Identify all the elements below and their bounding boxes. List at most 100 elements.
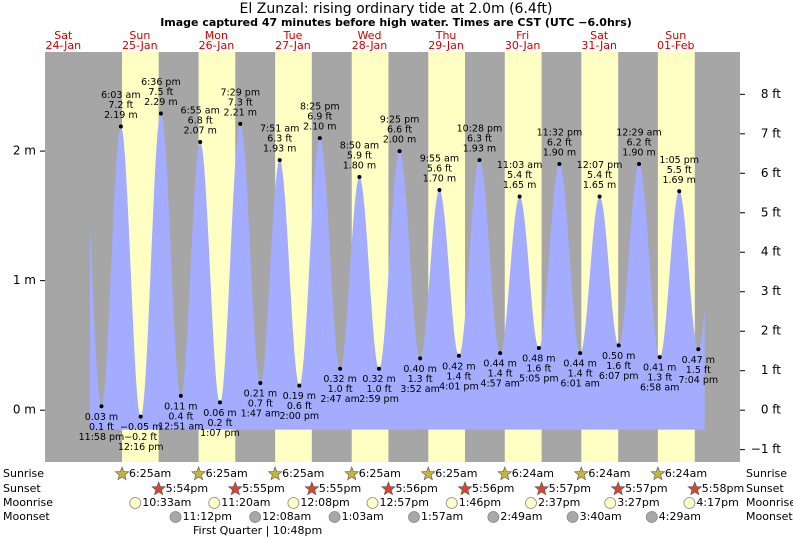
moonrise-time: 11:20am — [221, 496, 270, 509]
moonrise-time: 4:17pm — [696, 496, 738, 509]
tide-point — [616, 343, 621, 348]
tide-point — [536, 346, 541, 351]
moonrise-icon — [525, 497, 537, 509]
tide-label: 1.0 ft — [328, 384, 353, 395]
moonrise-icon — [366, 497, 379, 509]
moonrise-icon — [287, 497, 300, 509]
sunset-time: 5:57pm — [549, 482, 591, 495]
y2-tick-label: 7 ft — [761, 126, 781, 140]
y2-tick-label: 2 ft — [761, 324, 781, 338]
y2-tick-label: 5 ft — [761, 205, 781, 219]
tide-point — [317, 136, 322, 141]
tide-label: 0.42 m — [442, 361, 475, 372]
day-name: Sat — [590, 29, 609, 42]
moonset-icon — [645, 511, 658, 523]
sun-icon — [344, 466, 360, 481]
tide-point — [498, 351, 503, 356]
tide-label: 1.65 m — [583, 180, 616, 191]
tide-point — [377, 366, 382, 371]
tide-label: 1.93 m — [263, 144, 296, 155]
row-label: Moonrise — [3, 496, 53, 509]
tide-label: 1.6 ft — [606, 361, 631, 372]
row-label: Sunset — [3, 482, 41, 495]
tide-label: 0.4 ft — [168, 411, 193, 422]
tide-label: 1.90 m — [543, 148, 576, 159]
row-label: Moonrise — [746, 496, 793, 509]
y-tick-label: 2 m — [13, 144, 36, 158]
tide-point — [517, 194, 522, 199]
moonrise-icon — [683, 497, 696, 509]
tide-label: 7:51 am — [260, 124, 299, 135]
day-name: Fri — [516, 29, 529, 42]
tide-point — [597, 194, 602, 199]
tide-label: 10:28 pm — [457, 124, 503, 135]
moonrise-icon — [129, 497, 142, 509]
sunrise-time: 6:24am — [512, 467, 554, 480]
sunset-time: 5:57pm — [625, 482, 667, 495]
tide-label: 0.40 m — [403, 364, 436, 375]
tide-label: 12:07 pm — [577, 160, 623, 171]
day-date: 27-Jan — [275, 39, 311, 52]
tide-label: 1.3 ft — [408, 374, 433, 385]
tide-point — [238, 121, 243, 126]
moonrise-icon — [208, 497, 221, 509]
sun-icon — [420, 466, 436, 481]
tide-label: 6:07 pm — [599, 371, 639, 382]
tide-label: 2:47 am — [320, 394, 359, 405]
day-name: Wed — [358, 29, 382, 42]
day-date: 30-Jan — [505, 39, 541, 52]
tide-label: 4:57 am — [480, 379, 519, 390]
sun-icon — [534, 481, 550, 496]
day-date: 28-Jan — [352, 39, 388, 52]
tide-label: 1.4 ft — [446, 371, 471, 382]
tide-label: −0.2 ft — [124, 432, 157, 443]
tide-label: 0.44 m — [483, 359, 516, 370]
tide-label: 1.93 m — [463, 144, 496, 155]
moonset-time: 11:12pm — [183, 510, 232, 523]
tide-label: 2:00 pm — [280, 411, 320, 422]
moonrise-time: 12:57pm — [380, 496, 429, 509]
tide-label: 6:55 am — [180, 106, 219, 117]
moonset-time: 2:49am — [500, 510, 542, 523]
sun-icon — [650, 466, 666, 481]
sunrise-time: 6:25am — [359, 467, 401, 480]
day-name: Sun — [665, 29, 686, 42]
tide-label: 0.21 m — [244, 388, 277, 399]
tide-label: 5.4 ft — [507, 170, 532, 181]
y2-tick-label: 6 ft — [761, 166, 781, 180]
sun-icon — [573, 466, 589, 481]
tide-label: 12:16 pm — [118, 442, 164, 453]
tide-label: 1.0 ft — [367, 384, 392, 395]
tide-label: 6:01 am — [560, 379, 599, 390]
tide-point — [338, 366, 343, 371]
tide-point — [477, 158, 482, 163]
tide-label: 11:03 am — [497, 160, 542, 171]
sun-icon — [191, 466, 207, 481]
tide-label: 6.6 ft — [387, 125, 412, 136]
tide-label: 12:51 am — [158, 421, 203, 432]
moonset-icon — [328, 511, 341, 523]
sunrise-time: 6:24am — [588, 467, 630, 480]
moonrise-time: 3:27pm — [617, 496, 659, 509]
moonrise-icon — [604, 497, 617, 509]
tide-label: 0.7 ft — [248, 398, 273, 409]
y2-tick-label: −1 ft — [751, 442, 782, 456]
tide-label: 6.2 ft — [547, 138, 572, 149]
tide-label: 7.3 ft — [228, 97, 253, 108]
tide-point — [277, 158, 282, 163]
tide-label: 6:58 am — [640, 383, 679, 394]
tide-label: 1.5 ft — [686, 365, 711, 376]
tide-point — [217, 400, 222, 405]
tide-label: 0.2 ft — [207, 418, 232, 429]
tide-label: 4:01 pm — [439, 381, 479, 392]
tide-label: 0.44 m — [563, 359, 596, 370]
y2-tick-label: 3 ft — [761, 284, 781, 298]
sunset-time: 5:56pm — [395, 482, 437, 495]
tide-label: 7.5 ft — [148, 87, 173, 98]
day-name: Sun — [129, 29, 150, 42]
sun-icon — [457, 481, 473, 496]
tide-label: 0.06 m — [203, 408, 236, 419]
y2-tick-label: 1 ft — [761, 363, 781, 377]
moonset-icon — [408, 511, 420, 523]
